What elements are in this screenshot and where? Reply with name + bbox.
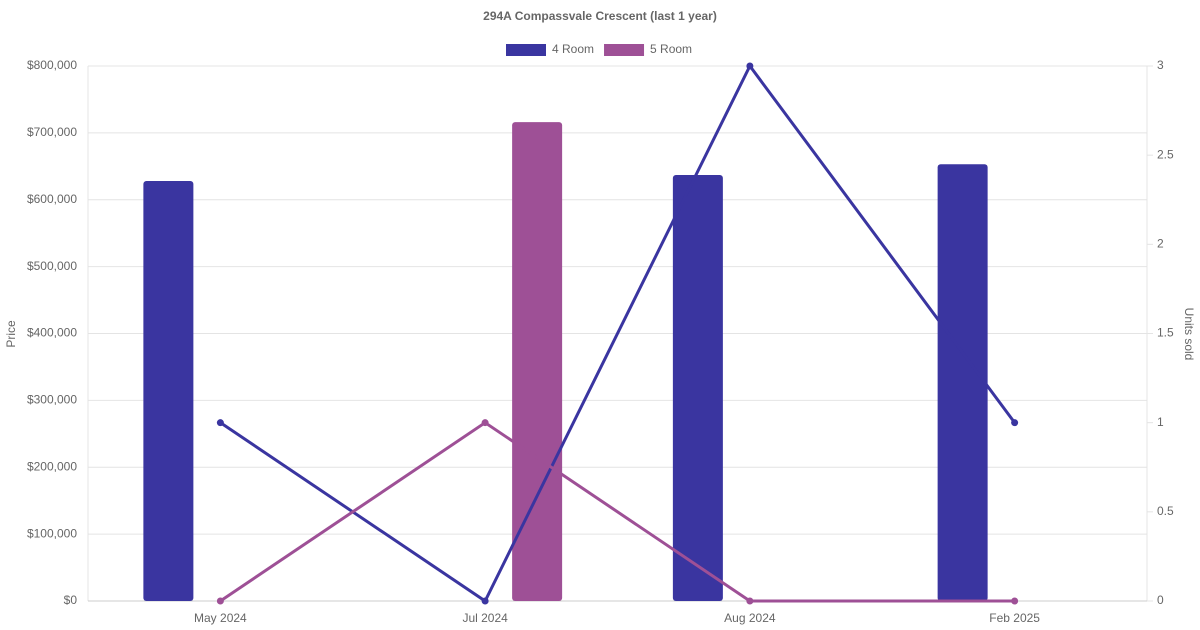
y-tick-label: $600,000 [27,192,77,206]
y-tick-label: $800,000 [27,58,77,72]
point [746,62,754,70]
y2-tick-label: 0 [1157,593,1164,607]
legend-swatch [604,44,645,56]
legend-label: 5 Room [650,42,692,56]
y-tick-label: $400,000 [27,326,77,340]
legend-swatch [506,44,546,56]
bar [937,164,988,601]
point [481,419,489,427]
bar [512,122,563,602]
point [216,419,224,427]
x-tick-label: Feb 2025 [989,611,1040,625]
bar [672,175,723,601]
y-tick-label: $200,000 [27,459,77,473]
y2-axis-title: Units sold [1182,308,1196,361]
line [219,420,1015,603]
point [216,597,224,605]
y-tick-label: $500,000 [27,259,77,273]
chart-title: 294A Compassvale Crescent (last 1 year) [483,9,717,23]
y-tick-label: $300,000 [27,393,77,407]
y-tick-label: $700,000 [27,125,77,139]
y2-tick-label: 3 [1157,58,1164,72]
x-tick-label: Jul 2024 [462,611,508,625]
y-axis-title: Price [4,320,18,348]
point [746,597,754,605]
y2-tick-label: 1.5 [1157,326,1174,340]
legend-label: 4 Room [552,42,594,56]
y2-tick-label: 0.5 [1157,504,1174,518]
x-tick-label: May 2024 [194,611,247,625]
y2-tick-label: 2 [1157,237,1164,251]
point [481,597,489,605]
bar [143,181,194,601]
y-tick-label: $100,000 [27,526,77,540]
point [1011,597,1019,605]
y2-tick-label: 1 [1157,415,1164,429]
y2-tick-label: 2.5 [1157,147,1174,161]
x-tick-label: Aug 2024 [724,611,776,625]
y-tick-label: $0 [64,593,78,607]
point [1011,419,1019,427]
